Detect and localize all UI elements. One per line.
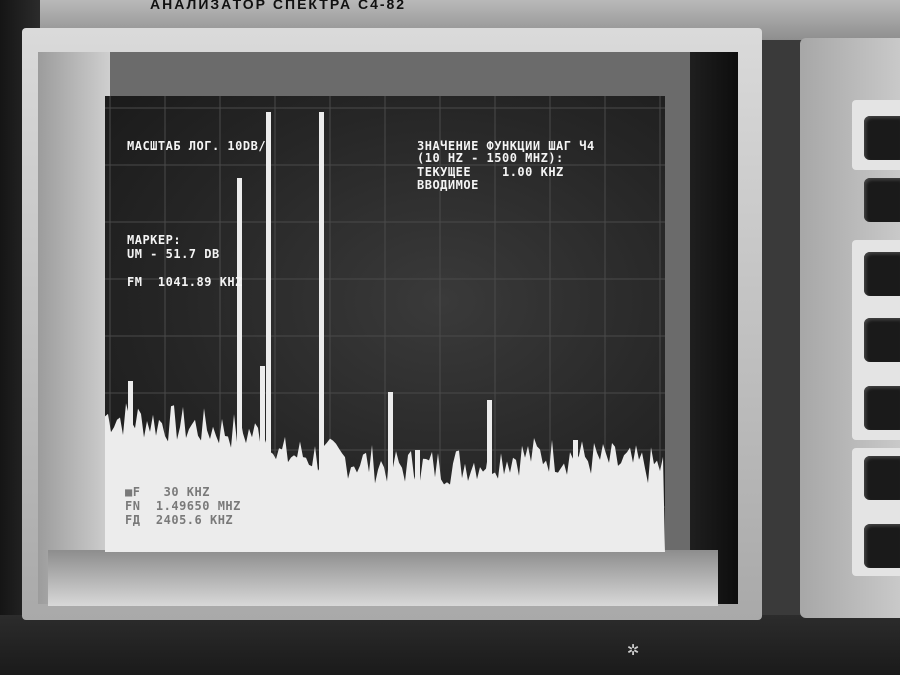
marker-level: UM - 51.7 DB — [127, 247, 220, 261]
spectral-peak — [388, 392, 393, 552]
spectral-peak — [237, 178, 242, 552]
screen-bevel-right — [690, 52, 738, 604]
spectral-peak — [573, 440, 578, 552]
panel-key-7[interactable] — [864, 524, 900, 568]
instrument-case-bottom — [0, 615, 900, 675]
function-value-line-2: (10 HZ - 1500 MHZ): — [417, 151, 564, 165]
bottom-readout-line-3: FД 2405.6 KHZ — [125, 513, 234, 527]
spectral-peak — [415, 450, 420, 552]
spectral-peak — [266, 112, 271, 552]
spectral-peak — [487, 400, 492, 552]
noise-floor-trace — [105, 403, 665, 552]
screen-bevel-left — [38, 52, 110, 604]
crt-display: МАСШТАБ ЛОГ. 10DB/ ЗНАЧЕНИЕ ФУНКЦИИ ШАГ … — [105, 96, 665, 552]
spectral-peak — [260, 366, 265, 552]
panel-key-5[interactable] — [864, 386, 900, 430]
bottom-readout-line-1: ■F 30 KHZ — [125, 485, 210, 499]
panel-key-6[interactable] — [864, 456, 900, 500]
panel-key-4[interactable] — [864, 318, 900, 362]
panel-key-3[interactable] — [864, 252, 900, 296]
spectrum-plot — [105, 96, 665, 552]
spectral-peak — [128, 381, 133, 552]
marker-frequency: FM 1041.89 KHZ — [127, 275, 243, 289]
function-value-line-1: ЗНАЧЕНИЕ ФУНКЦИИ ШАГ Ч4 — [417, 139, 595, 153]
spectral-peaks — [128, 112, 578, 552]
scale-readout: МАСШТАБ ЛОГ. 10DB/ — [127, 139, 267, 153]
gear-icon: ✲ — [627, 636, 640, 660]
screen-bevel-bottom — [48, 550, 718, 606]
panel-key-2[interactable] — [864, 178, 900, 222]
spectral-peak — [319, 112, 324, 552]
function-value-line-3: ТЕКУЩЕЕ 1.00 KHZ — [417, 165, 564, 179]
function-value-line-4: ВВОДИМОЕ — [417, 178, 479, 192]
marker-label: МАРКЕР: — [127, 233, 182, 247]
model-label: АНАЛИЗАТОР СПЕКТРА С4-82 — [150, 0, 407, 12]
bottom-readout-line-2: FN 1.49650 MHZ — [125, 499, 241, 513]
panel-key-1[interactable] — [864, 116, 900, 160]
